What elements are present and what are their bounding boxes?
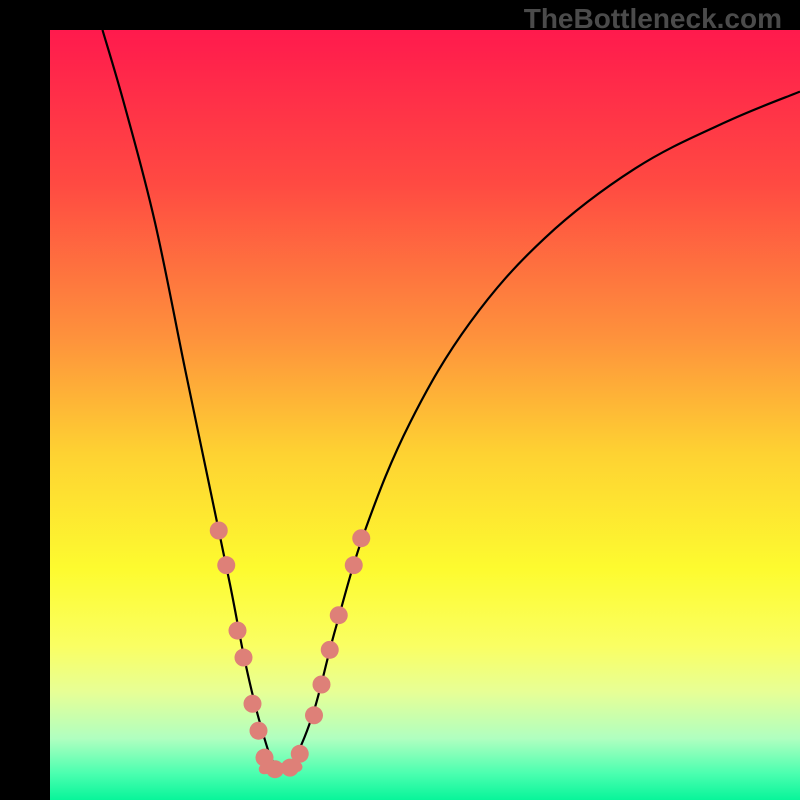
marker-dot [305, 706, 323, 724]
marker-dot [330, 606, 348, 624]
marker-dot [210, 522, 228, 540]
marker-dot [250, 722, 268, 740]
marker-dot [352, 529, 370, 547]
plot-background [50, 30, 800, 800]
marker-dot [229, 622, 247, 640]
marker-dot [235, 649, 253, 667]
marker-dot [321, 641, 339, 659]
chart-svg [0, 0, 800, 800]
marker-dot [313, 676, 331, 694]
marker-dot [291, 745, 309, 763]
marker-dot [217, 556, 235, 574]
chart-canvas: TheBottleneck.com [0, 0, 800, 800]
marker-dot [244, 695, 262, 713]
marker-dot [345, 556, 363, 574]
